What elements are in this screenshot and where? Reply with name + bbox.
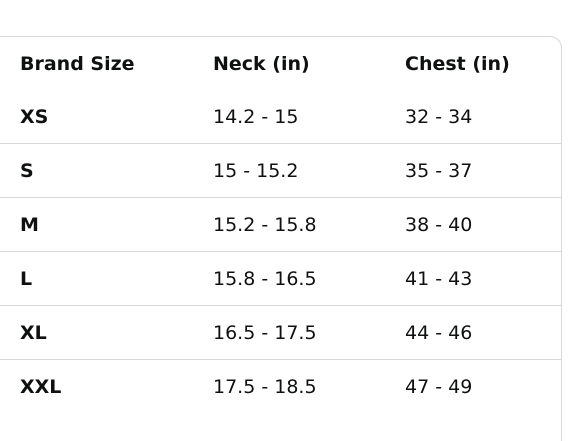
table-cell: 15 - 15.2 (213, 159, 299, 182)
header-row: Brand Size Neck (in) Chest (in) (0, 37, 561, 90)
table-cell: 38 - 40 (405, 213, 473, 236)
table-cell: XL (20, 321, 47, 344)
table-row: L 15.8 - 16.5 41 - 43 (0, 252, 561, 306)
table-cell: 44 - 46 (405, 321, 473, 344)
table-cell: S (20, 159, 34, 182)
table-cell: L (20, 267, 33, 290)
table-cell: 15.8 - 16.5 (213, 267, 317, 290)
table-cell: 41 - 43 (405, 267, 473, 290)
table-row: XXL 17.5 - 18.5 47 - 49 (0, 360, 561, 414)
table-cell: 47 - 49 (405, 375, 473, 398)
table-cell: M (20, 213, 39, 236)
table-cell: 14.2 - 15 (213, 105, 299, 128)
table-body: XS 14.2 - 15 32 - 34 S 15 - 15.2 35 - 37 M 15.2… (0, 90, 561, 413)
table-cell: XS (20, 105, 49, 128)
table-row: M 15.2 - 15.8 38 - 40 (0, 198, 561, 252)
table-row: XL 16.5 - 17.5 44 - 46 (0, 306, 561, 360)
header-cell: Chest (in) (405, 52, 510, 75)
table-cell: 32 - 34 (405, 105, 473, 128)
table-row: S 15 - 15.2 35 - 37 (0, 144, 561, 198)
table-cell: 35 - 37 (405, 159, 473, 182)
header-cell: Neck (in) (213, 52, 310, 75)
table-cell: 15.2 - 15.8 (213, 213, 317, 236)
table-cell: 16.5 - 17.5 (213, 321, 317, 344)
table-cell: 17.5 - 18.5 (213, 375, 317, 398)
size-table: Brand Size Neck (in) Chest (in) XS 14.2 - 1… (0, 37, 561, 413)
table-row: XS 14.2 - 15 32 - 34 (0, 90, 561, 144)
table-cell: XXL (20, 375, 62, 398)
size-table-card: Brand Size Neck (in) Chest (in) XS 14.2 - 1… (0, 36, 562, 441)
header-cell: Brand Size (20, 52, 135, 75)
